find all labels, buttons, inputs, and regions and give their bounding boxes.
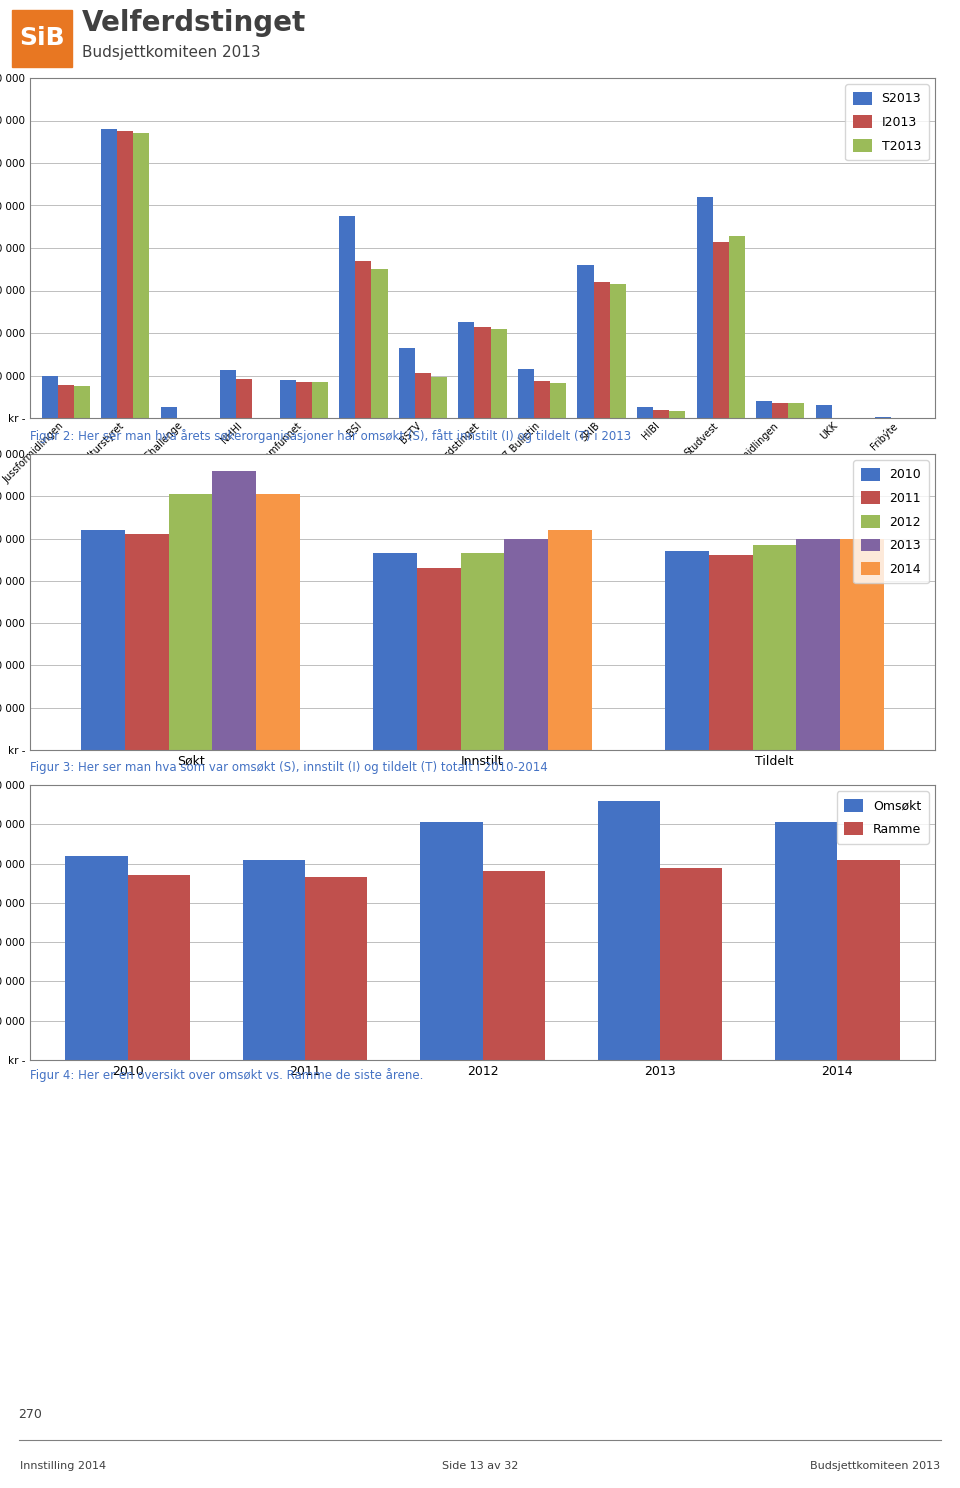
Bar xyxy=(483,872,544,1059)
Bar xyxy=(312,382,328,418)
Bar xyxy=(458,323,474,418)
Bar xyxy=(504,539,548,750)
Bar xyxy=(339,216,355,418)
Bar xyxy=(518,369,534,418)
Text: Figur 3: Her ser man hva som var omsøkt (S), innstilt (I) og tildelt (T) totalt : Figur 3: Her ser man hva som var omsøkt … xyxy=(30,762,548,774)
Bar xyxy=(474,327,491,418)
Bar xyxy=(491,329,507,418)
Text: 270: 270 xyxy=(18,1409,42,1421)
Bar xyxy=(279,379,296,418)
Bar xyxy=(788,403,804,418)
Bar xyxy=(128,875,190,1059)
Bar xyxy=(296,382,312,418)
Bar xyxy=(461,554,504,750)
Text: Innstilling 2014: Innstilling 2014 xyxy=(20,1461,107,1472)
Bar xyxy=(665,551,708,750)
Bar xyxy=(65,856,128,1059)
Bar xyxy=(637,408,653,418)
Bar xyxy=(776,823,837,1059)
Bar xyxy=(772,403,788,418)
Bar xyxy=(373,554,417,750)
Text: Budsjettkomiteen 2013: Budsjettkomiteen 2013 xyxy=(810,1461,940,1472)
Bar xyxy=(837,860,900,1059)
Bar xyxy=(169,494,212,750)
Text: Budsjettkomiteen 2013: Budsjettkomiteen 2013 xyxy=(82,46,260,61)
Legend: Omsøkt, Ramme: Omsøkt, Ramme xyxy=(837,792,928,844)
Bar xyxy=(160,408,177,418)
Bar xyxy=(372,269,388,418)
Text: SiB: SiB xyxy=(19,25,65,51)
Bar xyxy=(431,376,447,418)
Bar xyxy=(398,348,415,418)
Bar xyxy=(58,385,74,418)
Bar xyxy=(133,134,150,418)
Text: Velferdstinget: Velferdstinget xyxy=(82,9,306,37)
Bar xyxy=(117,131,133,418)
Bar xyxy=(729,237,745,418)
Bar xyxy=(125,534,169,750)
Bar xyxy=(12,10,72,67)
Bar xyxy=(212,470,256,750)
Bar xyxy=(305,878,367,1059)
Bar xyxy=(236,378,252,418)
Bar xyxy=(243,860,305,1059)
Bar xyxy=(756,400,772,418)
Bar xyxy=(548,530,592,750)
Bar xyxy=(797,539,840,750)
Legend: 2010, 2011, 2012, 2013, 2014: 2010, 2011, 2012, 2013, 2014 xyxy=(853,460,928,583)
Bar xyxy=(712,241,729,418)
Bar xyxy=(534,381,550,418)
Text: Figur 4: Her er en oversikt over omsøkt vs. Ramme de siste årene.: Figur 4: Her er en oversikt over omsøkt … xyxy=(30,1068,423,1082)
Text: Side 13 av 32: Side 13 av 32 xyxy=(442,1461,518,1472)
Bar xyxy=(840,539,884,750)
Bar xyxy=(420,823,483,1059)
Bar xyxy=(593,283,610,418)
Legend: S2013, I2013, T2013: S2013, I2013, T2013 xyxy=(846,85,928,161)
Bar xyxy=(355,260,372,418)
Bar xyxy=(610,284,626,418)
Bar xyxy=(41,375,58,418)
Bar xyxy=(81,530,125,750)
Bar xyxy=(550,382,566,418)
Bar xyxy=(669,411,685,418)
Bar xyxy=(753,545,797,750)
Bar xyxy=(74,385,90,418)
Bar xyxy=(708,555,753,750)
Bar xyxy=(220,371,236,418)
Bar xyxy=(256,494,300,750)
Bar xyxy=(417,568,461,750)
Bar xyxy=(101,129,117,418)
Bar xyxy=(816,405,831,418)
Bar xyxy=(697,196,712,418)
Bar xyxy=(415,373,431,418)
Bar xyxy=(653,409,669,418)
Bar xyxy=(660,868,722,1059)
Bar xyxy=(578,265,593,418)
Text: Figur 2: Her ser man hva årets søkerorganisasjoner har omsøkt (S), fått innstilt: Figur 2: Her ser man hva årets søkerorga… xyxy=(30,429,631,443)
Bar xyxy=(598,801,660,1059)
